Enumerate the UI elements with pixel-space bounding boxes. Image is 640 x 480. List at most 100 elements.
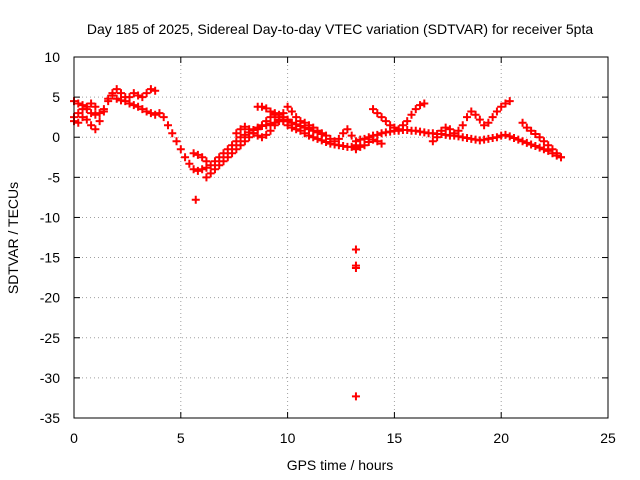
data-point (138, 105, 147, 114)
data-point (373, 137, 382, 146)
grid-lines (74, 57, 608, 418)
data-point (87, 99, 96, 108)
data-point (535, 133, 544, 142)
y-tick-label: -15 (40, 250, 60, 266)
data-point (202, 173, 211, 182)
data-point (492, 133, 501, 142)
data-point (351, 137, 360, 146)
data-point (185, 159, 194, 168)
data-point (142, 89, 151, 98)
data-point (236, 125, 245, 134)
data-point (129, 101, 138, 110)
data-point (181, 153, 190, 162)
data-point (91, 125, 100, 134)
series-track-b (70, 85, 160, 118)
data-point (198, 165, 207, 174)
data-point (193, 166, 202, 175)
x-tick-label: 25 (600, 430, 616, 446)
data-point (78, 105, 87, 114)
data-point (360, 141, 369, 150)
data-point (518, 118, 527, 127)
y-tick-label: -30 (40, 370, 60, 386)
data-point (279, 113, 288, 122)
data-point (91, 102, 100, 111)
chart-title: Day 185 of 2025, Sidereal Day-to-day VTE… (87, 21, 594, 37)
data-point (240, 137, 249, 146)
data-point (437, 126, 446, 135)
data-point (99, 107, 108, 116)
data-point (394, 125, 403, 134)
x-tick-label: 20 (493, 430, 509, 446)
data-point (416, 101, 425, 110)
data-point (257, 121, 266, 130)
data-point (377, 113, 386, 122)
data-point (108, 89, 117, 98)
data-point (104, 97, 113, 106)
data-point (471, 110, 480, 119)
data-point (381, 117, 390, 126)
data-point (232, 129, 241, 138)
data-point (334, 134, 343, 143)
data-point (330, 137, 339, 146)
data-point (317, 130, 326, 139)
data-point (351, 245, 360, 254)
data-point (223, 145, 232, 154)
series-outliers (191, 195, 360, 401)
data-point (287, 107, 296, 116)
data-point (463, 113, 472, 122)
data-point (454, 126, 463, 135)
x-tick-label: 10 (280, 430, 296, 446)
data-point (539, 137, 548, 146)
y-tick-label: 0 (52, 129, 60, 145)
data-point (245, 125, 254, 134)
data-point (343, 125, 352, 134)
data-point (287, 118, 296, 127)
data-point (497, 102, 506, 111)
data-point (544, 141, 553, 150)
data-point (488, 113, 497, 122)
data-point (522, 123, 531, 132)
data-point (351, 392, 360, 401)
series-track-i (428, 97, 514, 146)
data-point (369, 105, 378, 114)
data-point (236, 133, 245, 142)
data-point (116, 89, 125, 98)
data-point (518, 137, 527, 146)
data-point (232, 137, 241, 146)
data-point (304, 125, 313, 134)
data-point (74, 118, 83, 127)
data-point (510, 134, 519, 143)
x-tick-label: 0 (70, 430, 78, 446)
data-point (364, 138, 373, 147)
series-track-k (518, 118, 566, 162)
data-point (74, 99, 83, 108)
data-point (202, 157, 211, 166)
data-points (70, 85, 566, 401)
series-track-j (351, 135, 386, 154)
data-point (257, 133, 266, 142)
data-point (539, 145, 548, 154)
data-point (475, 115, 484, 124)
data-point (441, 123, 450, 132)
data-point (87, 109, 96, 118)
data-point (168, 129, 177, 138)
data-point (159, 113, 168, 122)
x-tick-label: 15 (387, 430, 403, 446)
data-point (146, 109, 155, 118)
data-point (467, 107, 476, 116)
data-point (249, 129, 258, 138)
data-point (78, 113, 87, 122)
x-tick-label: 5 (177, 430, 185, 446)
data-point (322, 131, 331, 140)
data-point (428, 137, 437, 146)
data-point (501, 130, 510, 139)
data-point (176, 145, 185, 154)
data-point (240, 122, 249, 131)
data-point (215, 161, 224, 170)
y-tick-label: -20 (40, 290, 60, 306)
data-point (292, 113, 301, 122)
data-point (223, 153, 232, 162)
data-point (390, 123, 399, 132)
data-point (484, 118, 493, 127)
